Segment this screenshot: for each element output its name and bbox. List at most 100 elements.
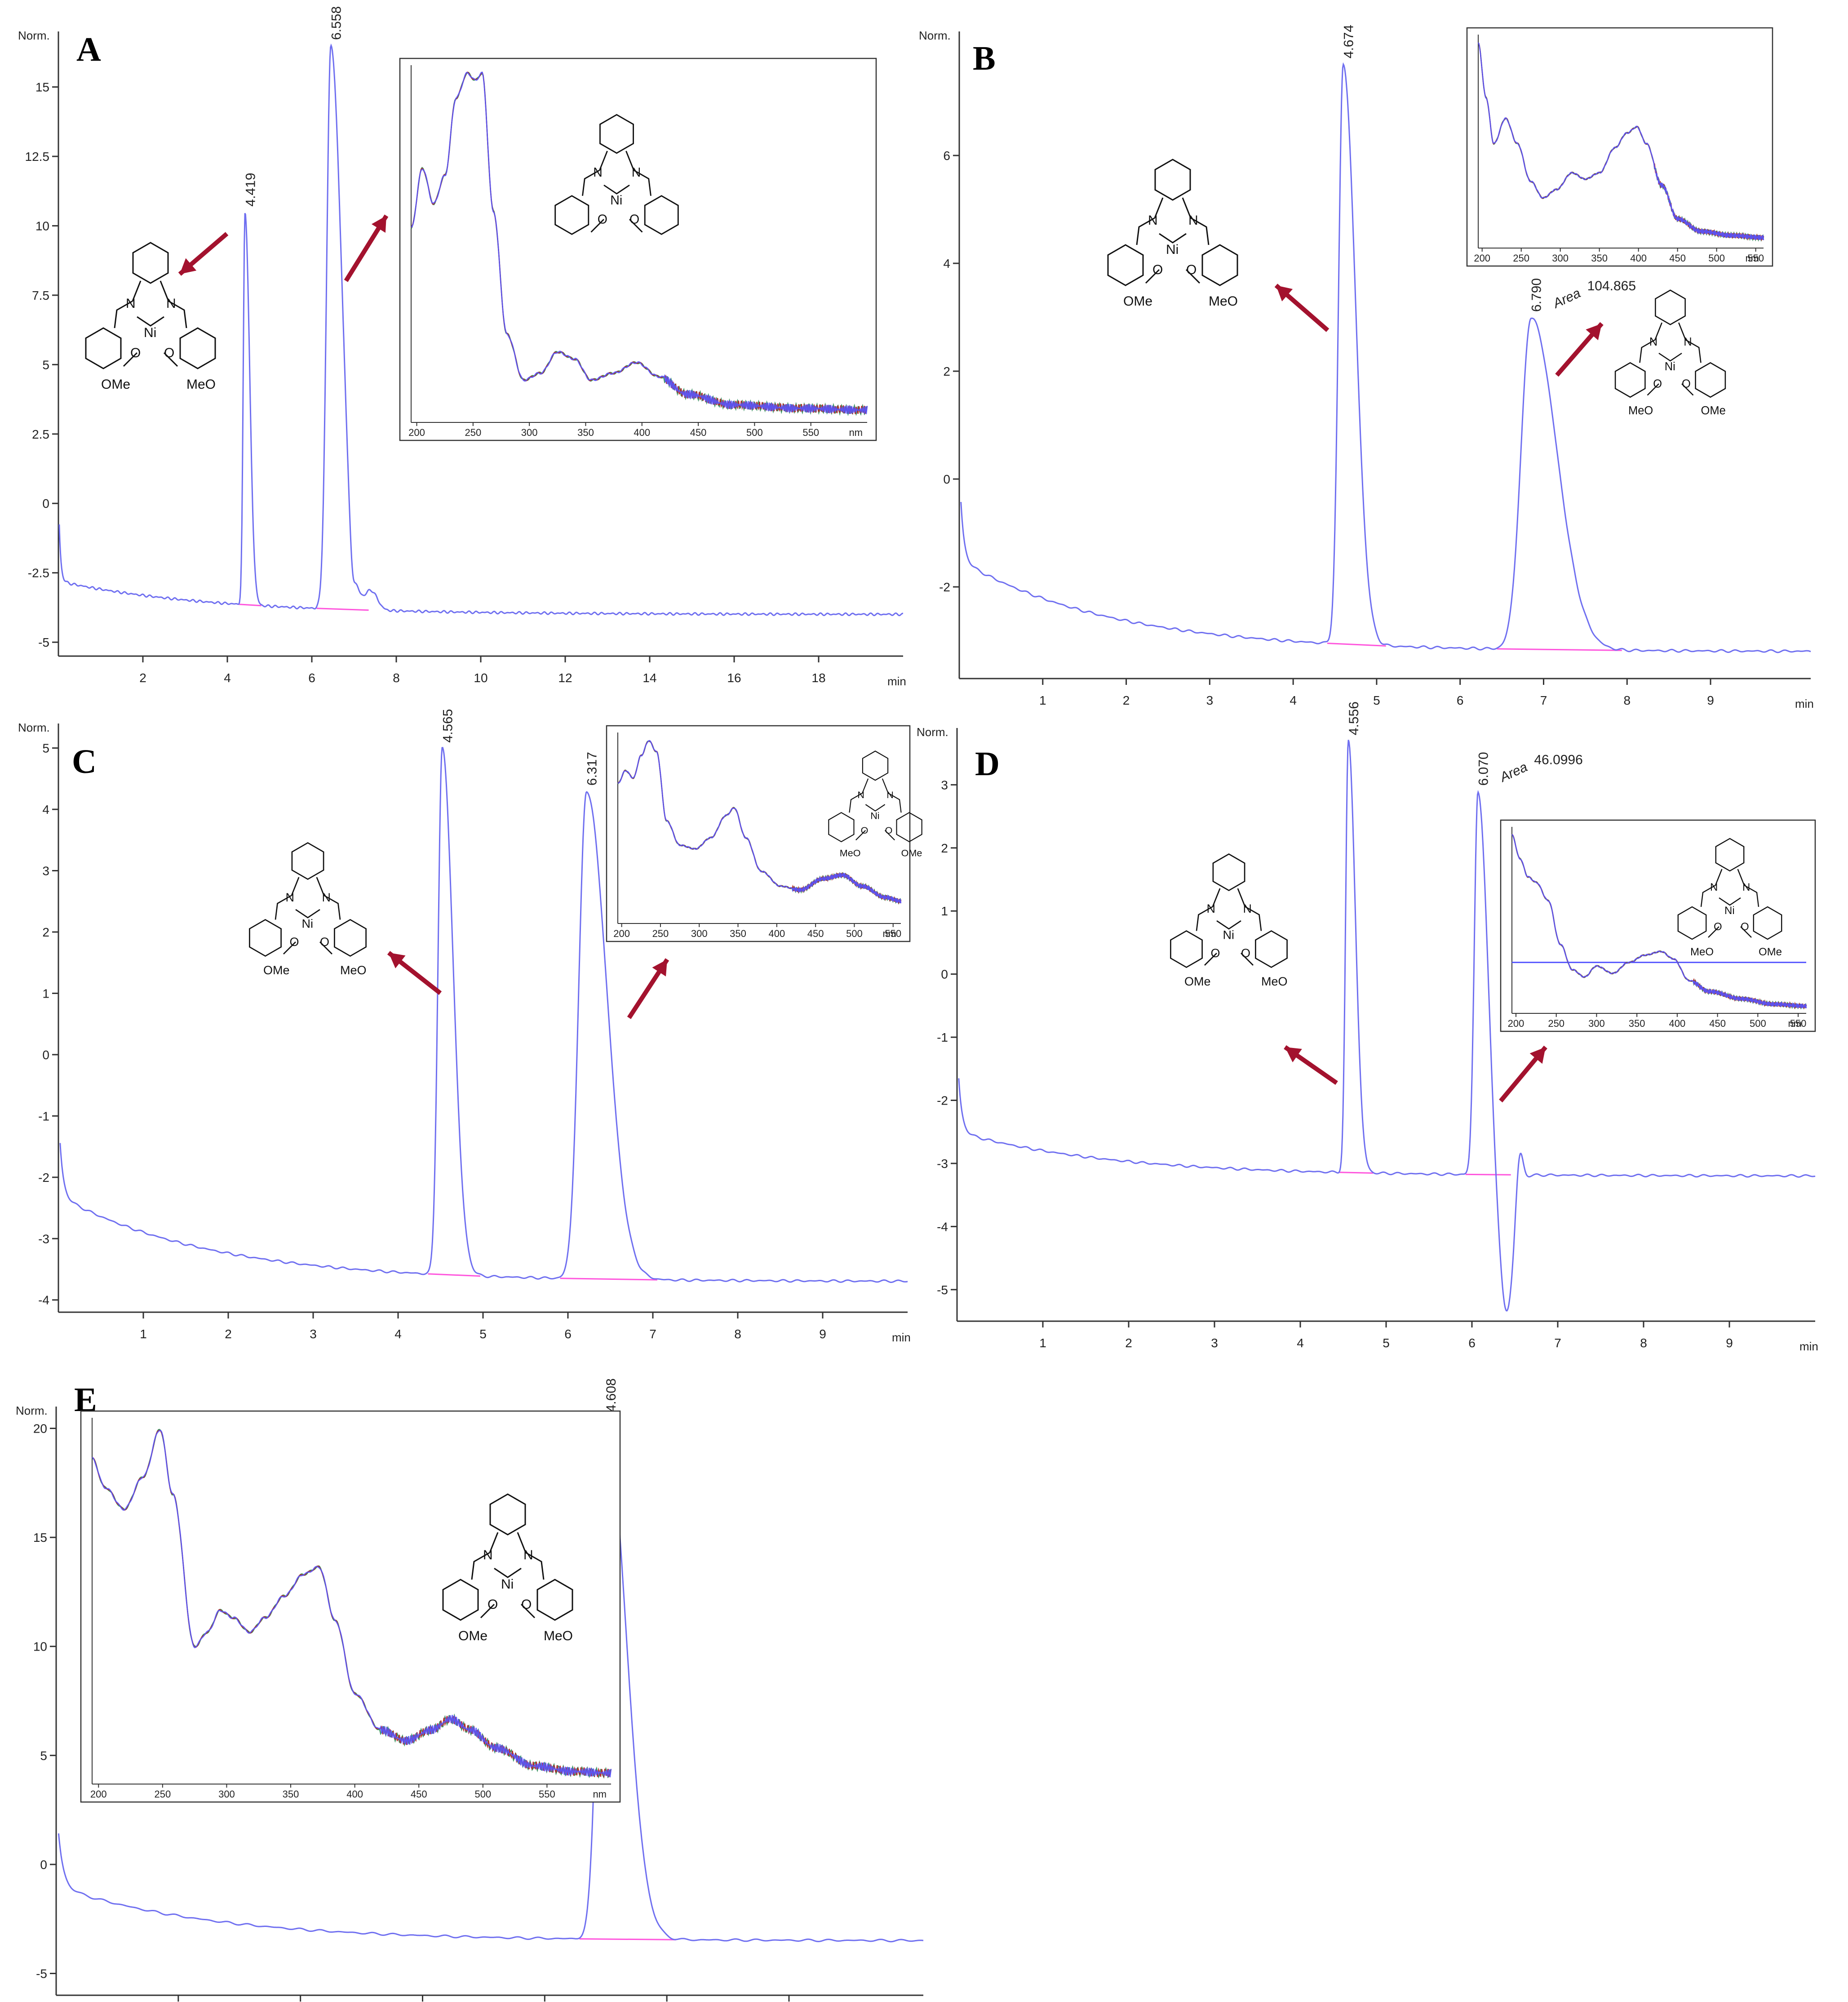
y-tick-label: 0 xyxy=(943,472,950,486)
inset-frame xyxy=(606,725,911,942)
x-tick-label: 12 xyxy=(558,671,572,685)
atom-ni: Ni xyxy=(870,810,879,821)
y-tick-label: -5 xyxy=(36,1966,47,1980)
atom-ni: Ni xyxy=(144,325,156,340)
y-tick-label: -2 xyxy=(38,1171,49,1185)
inset-x-tick-label: 300 xyxy=(521,427,538,438)
x-tick-label: 9 xyxy=(1707,693,1714,707)
x-tick-label: 18 xyxy=(811,671,825,685)
x-tick-label: 1 xyxy=(140,1327,147,1341)
inset-x-tick-label: 250 xyxy=(154,1789,171,1800)
phenol-ring-right xyxy=(334,919,367,957)
integration-baseline xyxy=(1339,1172,1374,1174)
benzene-ring xyxy=(599,114,634,154)
x-tick-label: 4 xyxy=(1297,1336,1304,1350)
x-unit-label: min xyxy=(1795,697,1814,710)
x-tick-label: 2 xyxy=(225,1327,232,1341)
phenol-ring-right xyxy=(1201,244,1238,286)
pointer-arrowhead xyxy=(180,258,197,274)
inset-spectrum-line xyxy=(411,71,868,414)
phenol-ring-right xyxy=(644,195,679,235)
y-tick-label: 2 xyxy=(943,364,950,378)
peak-area-value: 46.0996 xyxy=(1534,752,1582,767)
atom-n-left: N xyxy=(286,891,295,904)
inset-x-tick-label: 500 xyxy=(1750,1018,1766,1029)
inset-x-tick-label: 400 xyxy=(346,1789,363,1800)
integration-baseline xyxy=(239,604,261,607)
y-tick-label: 4 xyxy=(943,257,950,271)
panel-d: D Norm. min 1 2 3 4 5 6 7 8 9 -5 -4 -3 -2 -1 0 1 2 3 4.556 6.0… xyxy=(917,701,1818,1353)
pointer-arrowhead xyxy=(1586,324,1602,341)
y-tick-label: 15 xyxy=(35,80,49,94)
x-tick-label: 5 xyxy=(1383,1336,1390,1350)
inset-x-tick-label: 250 xyxy=(1513,253,1529,264)
inset-x-tick-label: 250 xyxy=(652,928,669,939)
inset-x-tick-label: 450 xyxy=(411,1789,427,1800)
atom-o-left: O xyxy=(130,346,141,360)
benzene-ring xyxy=(1154,159,1191,201)
y-tick-label: 1 xyxy=(941,904,948,918)
x-tick-label: 14 xyxy=(643,671,656,685)
inset-x-tick-label: 550 xyxy=(1790,1018,1807,1029)
y-tick-label: -2 xyxy=(939,580,950,594)
atom-n-left: N xyxy=(1207,902,1216,915)
x-tick-label: 2 xyxy=(1125,1336,1132,1350)
phenol-ring-left xyxy=(85,327,122,369)
x-tick-label: 8 xyxy=(734,1327,741,1341)
inset-x-tick-label: 550 xyxy=(802,427,819,438)
substituent-label-left: MeO xyxy=(1628,404,1653,417)
x-tick-label: 7 xyxy=(1554,1336,1561,1350)
inset-x-tick-label: 200 xyxy=(1474,253,1490,264)
x-unit-label: min xyxy=(1799,1340,1818,1353)
chromatogram-trace xyxy=(960,62,1811,653)
chelate-bonds xyxy=(849,778,902,841)
atom-o-left: O xyxy=(1653,378,1662,391)
y-tick-label: 0 xyxy=(42,497,49,510)
peak-rt-label: 6.790 xyxy=(1529,278,1544,312)
substituent-label-left: OMe xyxy=(263,963,290,977)
x-tick-label: 6 xyxy=(564,1327,572,1341)
chelate-bonds xyxy=(1700,869,1759,938)
atom-o-left: O xyxy=(1714,921,1722,933)
inset-x-tick-label: 350 xyxy=(1591,253,1608,264)
phenol-ring-right xyxy=(896,812,922,843)
chromatogram-trace xyxy=(59,747,908,1283)
inset-x-tick-label: 450 xyxy=(807,928,824,939)
atom-n-right: N xyxy=(1684,336,1692,348)
y-tick-label: -2 xyxy=(937,1094,948,1108)
phenol-ring-left xyxy=(1170,930,1203,968)
x-tick-label: 8 xyxy=(1623,693,1631,707)
peak-rt-label: 4.608 xyxy=(604,1378,619,1412)
x-unit-label: min xyxy=(887,675,906,688)
peak-rt-label: 6.070 xyxy=(1476,752,1491,786)
peak-area-label: Area xyxy=(1550,286,1583,312)
atom-o-right: O xyxy=(885,825,893,836)
inset-x-tick-label: 200 xyxy=(1508,1018,1524,1029)
y-tick-label: 5 xyxy=(42,741,49,755)
phenol-ring-left xyxy=(1614,362,1646,398)
x-tick-label: 7 xyxy=(649,1327,656,1341)
y-tick-label: -1 xyxy=(937,1030,948,1044)
benzene-ring xyxy=(862,750,889,781)
panel-e: ENorm.min123456-5051015204.6082002503003… xyxy=(16,1378,924,2002)
atom-n-right: N xyxy=(886,789,894,800)
phenol-ring-left xyxy=(249,919,282,957)
benzene-ring xyxy=(1715,838,1745,872)
benzene-ring xyxy=(1212,853,1245,892)
phenol-ring-left xyxy=(828,812,855,843)
atom-n-right: N xyxy=(1243,902,1252,915)
atom-o-right: O xyxy=(1241,946,1250,960)
inset-spectrum-line xyxy=(1511,834,1807,1009)
integration-baseline xyxy=(316,608,369,611)
atom-ni: Ni xyxy=(1665,360,1675,373)
inset-frame xyxy=(1500,819,1816,1032)
inset-x-tick-label: 350 xyxy=(1629,1018,1645,1029)
inset-x-tick-label: 200 xyxy=(613,928,630,939)
x-tick-label: 4 xyxy=(394,1327,402,1341)
atom-n-right: N xyxy=(166,296,176,311)
inset-x-tick-label: 450 xyxy=(1669,253,1686,264)
